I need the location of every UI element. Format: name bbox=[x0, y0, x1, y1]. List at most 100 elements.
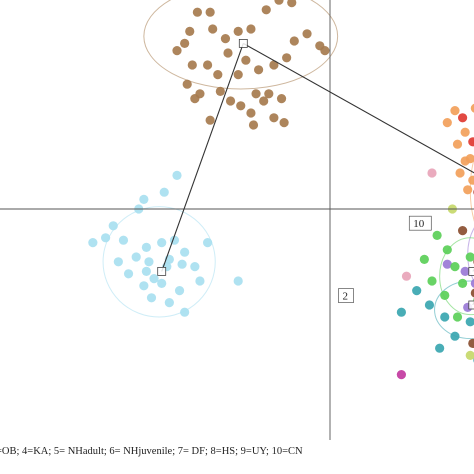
data-point-pink bbox=[427, 168, 437, 178]
centroid-marker-tan bbox=[238, 39, 248, 48]
confidence-ellipse-tan bbox=[143, 0, 339, 90]
data-point-lightblue bbox=[149, 274, 159, 284]
data-point-lightblue bbox=[203, 238, 213, 248]
data-point-tan bbox=[264, 89, 274, 99]
centroid-marker-green bbox=[468, 266, 474, 276]
data-point-orange bbox=[452, 139, 463, 149]
data-point-tan bbox=[259, 96, 269, 106]
data-point-lightblue bbox=[159, 187, 169, 197]
data-point-lightblue bbox=[180, 247, 190, 257]
data-point-tan bbox=[185, 26, 195, 36]
data-point-lightblue bbox=[108, 221, 118, 231]
data-point-purple bbox=[470, 279, 474, 288]
data-point-tan bbox=[233, 70, 243, 80]
data-point-teal bbox=[396, 307, 406, 317]
data-point-tan bbox=[320, 46, 330, 56]
data-point-green bbox=[458, 278, 468, 288]
data-point-green bbox=[427, 276, 437, 286]
data-point-lightblue bbox=[139, 194, 149, 204]
data-point-lightblue bbox=[88, 238, 98, 248]
connector-lightblue-tan bbox=[161, 43, 244, 272]
data-point-lightblue bbox=[157, 278, 167, 288]
data-point-tan bbox=[215, 86, 225, 96]
data-point-tan bbox=[279, 118, 289, 128]
data-point-lightblue bbox=[190, 262, 200, 272]
data-point-teal bbox=[424, 300, 435, 310]
data-point-tan bbox=[182, 79, 192, 89]
data-point-tan bbox=[302, 29, 312, 39]
data-point-purple bbox=[442, 259, 452, 269]
data-point-tan bbox=[261, 5, 271, 15]
data-point-lightblue bbox=[141, 266, 151, 276]
data-point-tan bbox=[213, 70, 223, 80]
legend-caption: =OB; 4=KA; 5= NHadult; 6= NHjuvenile; 7=… bbox=[0, 446, 303, 457]
data-point-lightblue bbox=[174, 286, 185, 296]
data-point-green bbox=[465, 252, 474, 262]
confidence-ellipse-green bbox=[439, 237, 474, 316]
data-point-lightblue bbox=[233, 276, 243, 286]
centroid-label-box bbox=[408, 215, 432, 231]
data-point-tan bbox=[289, 36, 299, 46]
data-point-lightblue bbox=[180, 307, 190, 317]
data-point-tan bbox=[203, 60, 213, 70]
centroid-label-10: 10 bbox=[413, 218, 425, 230]
data-point-tan bbox=[287, 0, 297, 8]
data-point-green bbox=[440, 290, 450, 300]
data-point-lightblue bbox=[157, 238, 167, 248]
data-point-pink bbox=[401, 271, 412, 281]
data-point-lightblue bbox=[139, 281, 149, 291]
data-point-orange bbox=[455, 168, 465, 178]
data-point-orange bbox=[460, 156, 470, 166]
data-point-tan bbox=[269, 60, 279, 70]
data-point-tan bbox=[276, 94, 287, 104]
data-point-tan bbox=[205, 7, 215, 17]
data-point-green bbox=[442, 245, 452, 255]
data-point-orange bbox=[450, 106, 460, 116]
data-point-orange bbox=[463, 185, 473, 195]
confidence-ellipse-lightblue bbox=[102, 206, 216, 318]
data-point-tan bbox=[248, 120, 259, 130]
data-point-orange bbox=[460, 127, 470, 137]
data-point-green bbox=[432, 230, 442, 240]
data-point-red bbox=[468, 137, 474, 147]
centroid-marker-lightblue bbox=[157, 266, 167, 276]
centroid-label-box bbox=[338, 288, 354, 303]
data-point-lightblue bbox=[118, 235, 129, 245]
data-point-lightblue bbox=[144, 257, 154, 267]
data-point-red bbox=[458, 113, 468, 123]
centroid-connector-layer bbox=[161, 42, 474, 306]
data-point-lightblue bbox=[164, 298, 174, 308]
data-point-teal bbox=[440, 312, 450, 322]
data-point-tan bbox=[220, 34, 231, 44]
data-point-lightblue bbox=[177, 259, 187, 269]
data-point-lightblue bbox=[123, 269, 134, 279]
data-point-tan bbox=[236, 101, 246, 111]
data-point-lightblue bbox=[195, 276, 205, 286]
data-point-lightblue bbox=[101, 233, 111, 243]
data-point-magenta bbox=[396, 370, 406, 380]
data-point-orange bbox=[468, 175, 474, 185]
data-point-green bbox=[450, 262, 460, 272]
data-point-teal bbox=[435, 343, 445, 353]
data-point-tan bbox=[251, 89, 261, 99]
data-point-teal bbox=[465, 317, 474, 327]
centroid-label-2: 2 bbox=[343, 291, 349, 303]
data-point-green bbox=[452, 312, 463, 322]
data-point-orange bbox=[442, 118, 452, 128]
centroid-marker-teal bbox=[468, 300, 474, 310]
data-point-tan bbox=[192, 7, 202, 17]
data-point-tan bbox=[246, 108, 256, 118]
connector-tan-orange bbox=[243, 42, 474, 174]
data-point-tan bbox=[205, 115, 215, 125]
data-point-green bbox=[419, 254, 429, 264]
data-point-yellowgreen bbox=[465, 350, 474, 360]
data-point-lightblue bbox=[141, 242, 151, 252]
data-point-tan bbox=[282, 53, 292, 63]
data-point-tan bbox=[225, 96, 236, 106]
data-point-purple bbox=[460, 266, 470, 276]
data-point-brown bbox=[468, 338, 474, 348]
confidence-ellipse-teal bbox=[434, 280, 474, 340]
data-point-tan bbox=[274, 0, 284, 5]
data-point-tan bbox=[172, 46, 182, 56]
